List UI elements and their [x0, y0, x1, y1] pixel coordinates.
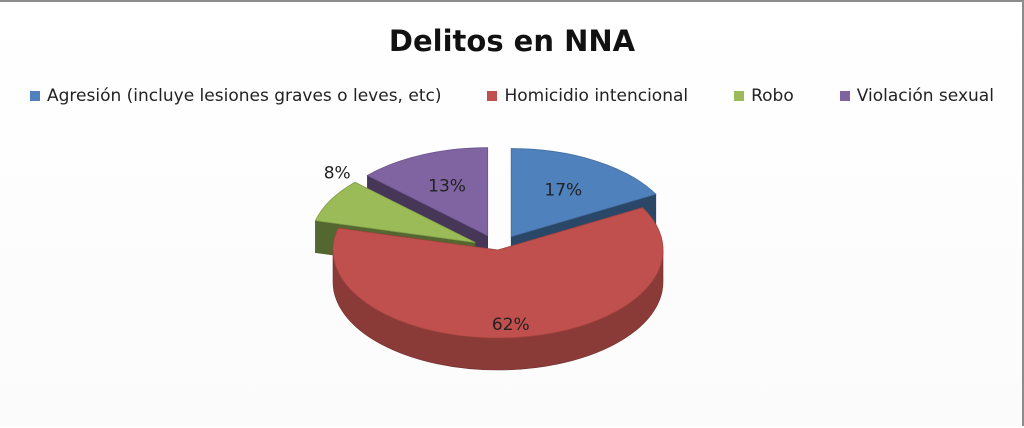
legend-swatch-homicidio — [487, 91, 498, 101]
legend-item-robo: Robo — [734, 86, 794, 106]
data-label-robo: 8% — [324, 164, 351, 184]
chart-title: Delitos en NNA — [388, 24, 636, 58]
legend-item-homicidio: Homicidio intencional — [487, 86, 688, 106]
legend-label-homicidio: Homicidio intencional — [504, 86, 689, 106]
legend-swatch-robo — [734, 91, 745, 101]
chart-legend: Agresión (incluye lesiones graves o leve… — [30, 86, 994, 106]
legend-label-robo: Robo — [751, 86, 794, 106]
legend-swatch-violacion — [839, 91, 850, 101]
legend-label-agresion: Agresión (incluye lesiones graves o leve… — [47, 86, 442, 106]
legend-item-violacion: Violación sexual — [839, 86, 994, 106]
legend-swatch-agresion — [30, 91, 40, 101]
pie-slice-homicidio — [332, 207, 664, 371]
data-label-agresion: 17% — [544, 181, 582, 201]
data-label-violacion: 13% — [428, 177, 466, 197]
data-label-homicidio: 62% — [492, 315, 530, 335]
legend-label-violacion: Violación sexual — [856, 86, 994, 106]
legend-item-agresion: Agresión (incluye lesiones graves o leve… — [30, 86, 441, 106]
